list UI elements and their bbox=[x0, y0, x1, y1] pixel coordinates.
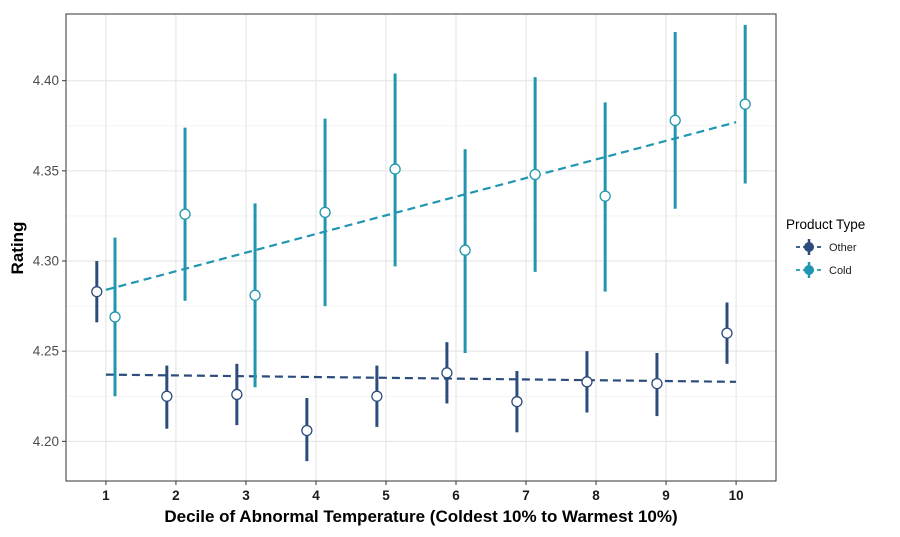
point-other bbox=[721, 327, 733, 339]
x-tick-label: 1 bbox=[102, 488, 110, 503]
point-cold bbox=[109, 311, 121, 323]
y-tick-label: 4.35 bbox=[33, 163, 59, 178]
legend-title: Product Type bbox=[786, 217, 865, 232]
point-cold bbox=[319, 206, 331, 218]
point-cold bbox=[599, 190, 611, 202]
legend-label-cold: Cold bbox=[829, 265, 852, 277]
point-other bbox=[441, 367, 453, 379]
panel-border bbox=[65, 13, 777, 482]
trend-lines bbox=[105, 121, 737, 383]
axes: 4.20 4.25 4.30 4.35 4.40 1 2 3 4 5 6 7 8 9 10 bbox=[33, 73, 744, 503]
y-tick-label: 4.20 bbox=[33, 434, 59, 449]
x-tick-label: 2 bbox=[172, 488, 180, 503]
x-tick-label: 4 bbox=[312, 488, 320, 503]
trend-line-other bbox=[105, 373, 737, 383]
point-cold bbox=[529, 168, 541, 181]
point-other bbox=[651, 377, 663, 390]
point-cold bbox=[249, 289, 261, 301]
legend-label-other: Other bbox=[829, 242, 857, 254]
error-bars bbox=[95, 24, 747, 462]
x-axis-title: Decile of Abnormal Temperature (Coldest … bbox=[164, 507, 677, 526]
point-other bbox=[231, 388, 243, 401]
x-tick-label: 9 bbox=[662, 488, 670, 503]
legend: Product Type Other Cold bbox=[786, 217, 865, 278]
y-axis-title: Rating bbox=[8, 222, 27, 275]
point-other bbox=[371, 390, 383, 402]
point-other bbox=[161, 390, 173, 402]
x-tick-label: 5 bbox=[382, 488, 390, 503]
plot-background bbox=[66, 14, 776, 481]
point-other bbox=[91, 286, 103, 298]
point-cold bbox=[179, 208, 191, 220]
y-tick-label: 4.25 bbox=[33, 344, 59, 359]
trend-line-cold bbox=[105, 121, 737, 291]
point-cold bbox=[739, 98, 751, 110]
grid bbox=[66, 14, 776, 481]
x-tick-label: 10 bbox=[729, 488, 744, 503]
point-cold bbox=[459, 244, 471, 256]
y-tick-label: 4.40 bbox=[33, 73, 59, 88]
legend-key-point-cold bbox=[804, 265, 814, 275]
point-other bbox=[511, 396, 523, 408]
panel-frame bbox=[65, 13, 777, 482]
x-tick-label: 7 bbox=[522, 488, 530, 503]
data-points bbox=[91, 98, 751, 437]
x-tick-label: 8 bbox=[592, 488, 600, 503]
point-other bbox=[301, 424, 313, 437]
y-tick-label: 4.30 bbox=[33, 254, 59, 269]
x-tick-label: 3 bbox=[242, 488, 250, 503]
legend-key-point-other bbox=[804, 242, 814, 252]
plot-panel bbox=[66, 14, 776, 481]
point-other bbox=[581, 376, 593, 388]
point-cold bbox=[669, 114, 681, 127]
x-tick-label: 6 bbox=[452, 488, 460, 503]
point-cold bbox=[389, 163, 401, 175]
